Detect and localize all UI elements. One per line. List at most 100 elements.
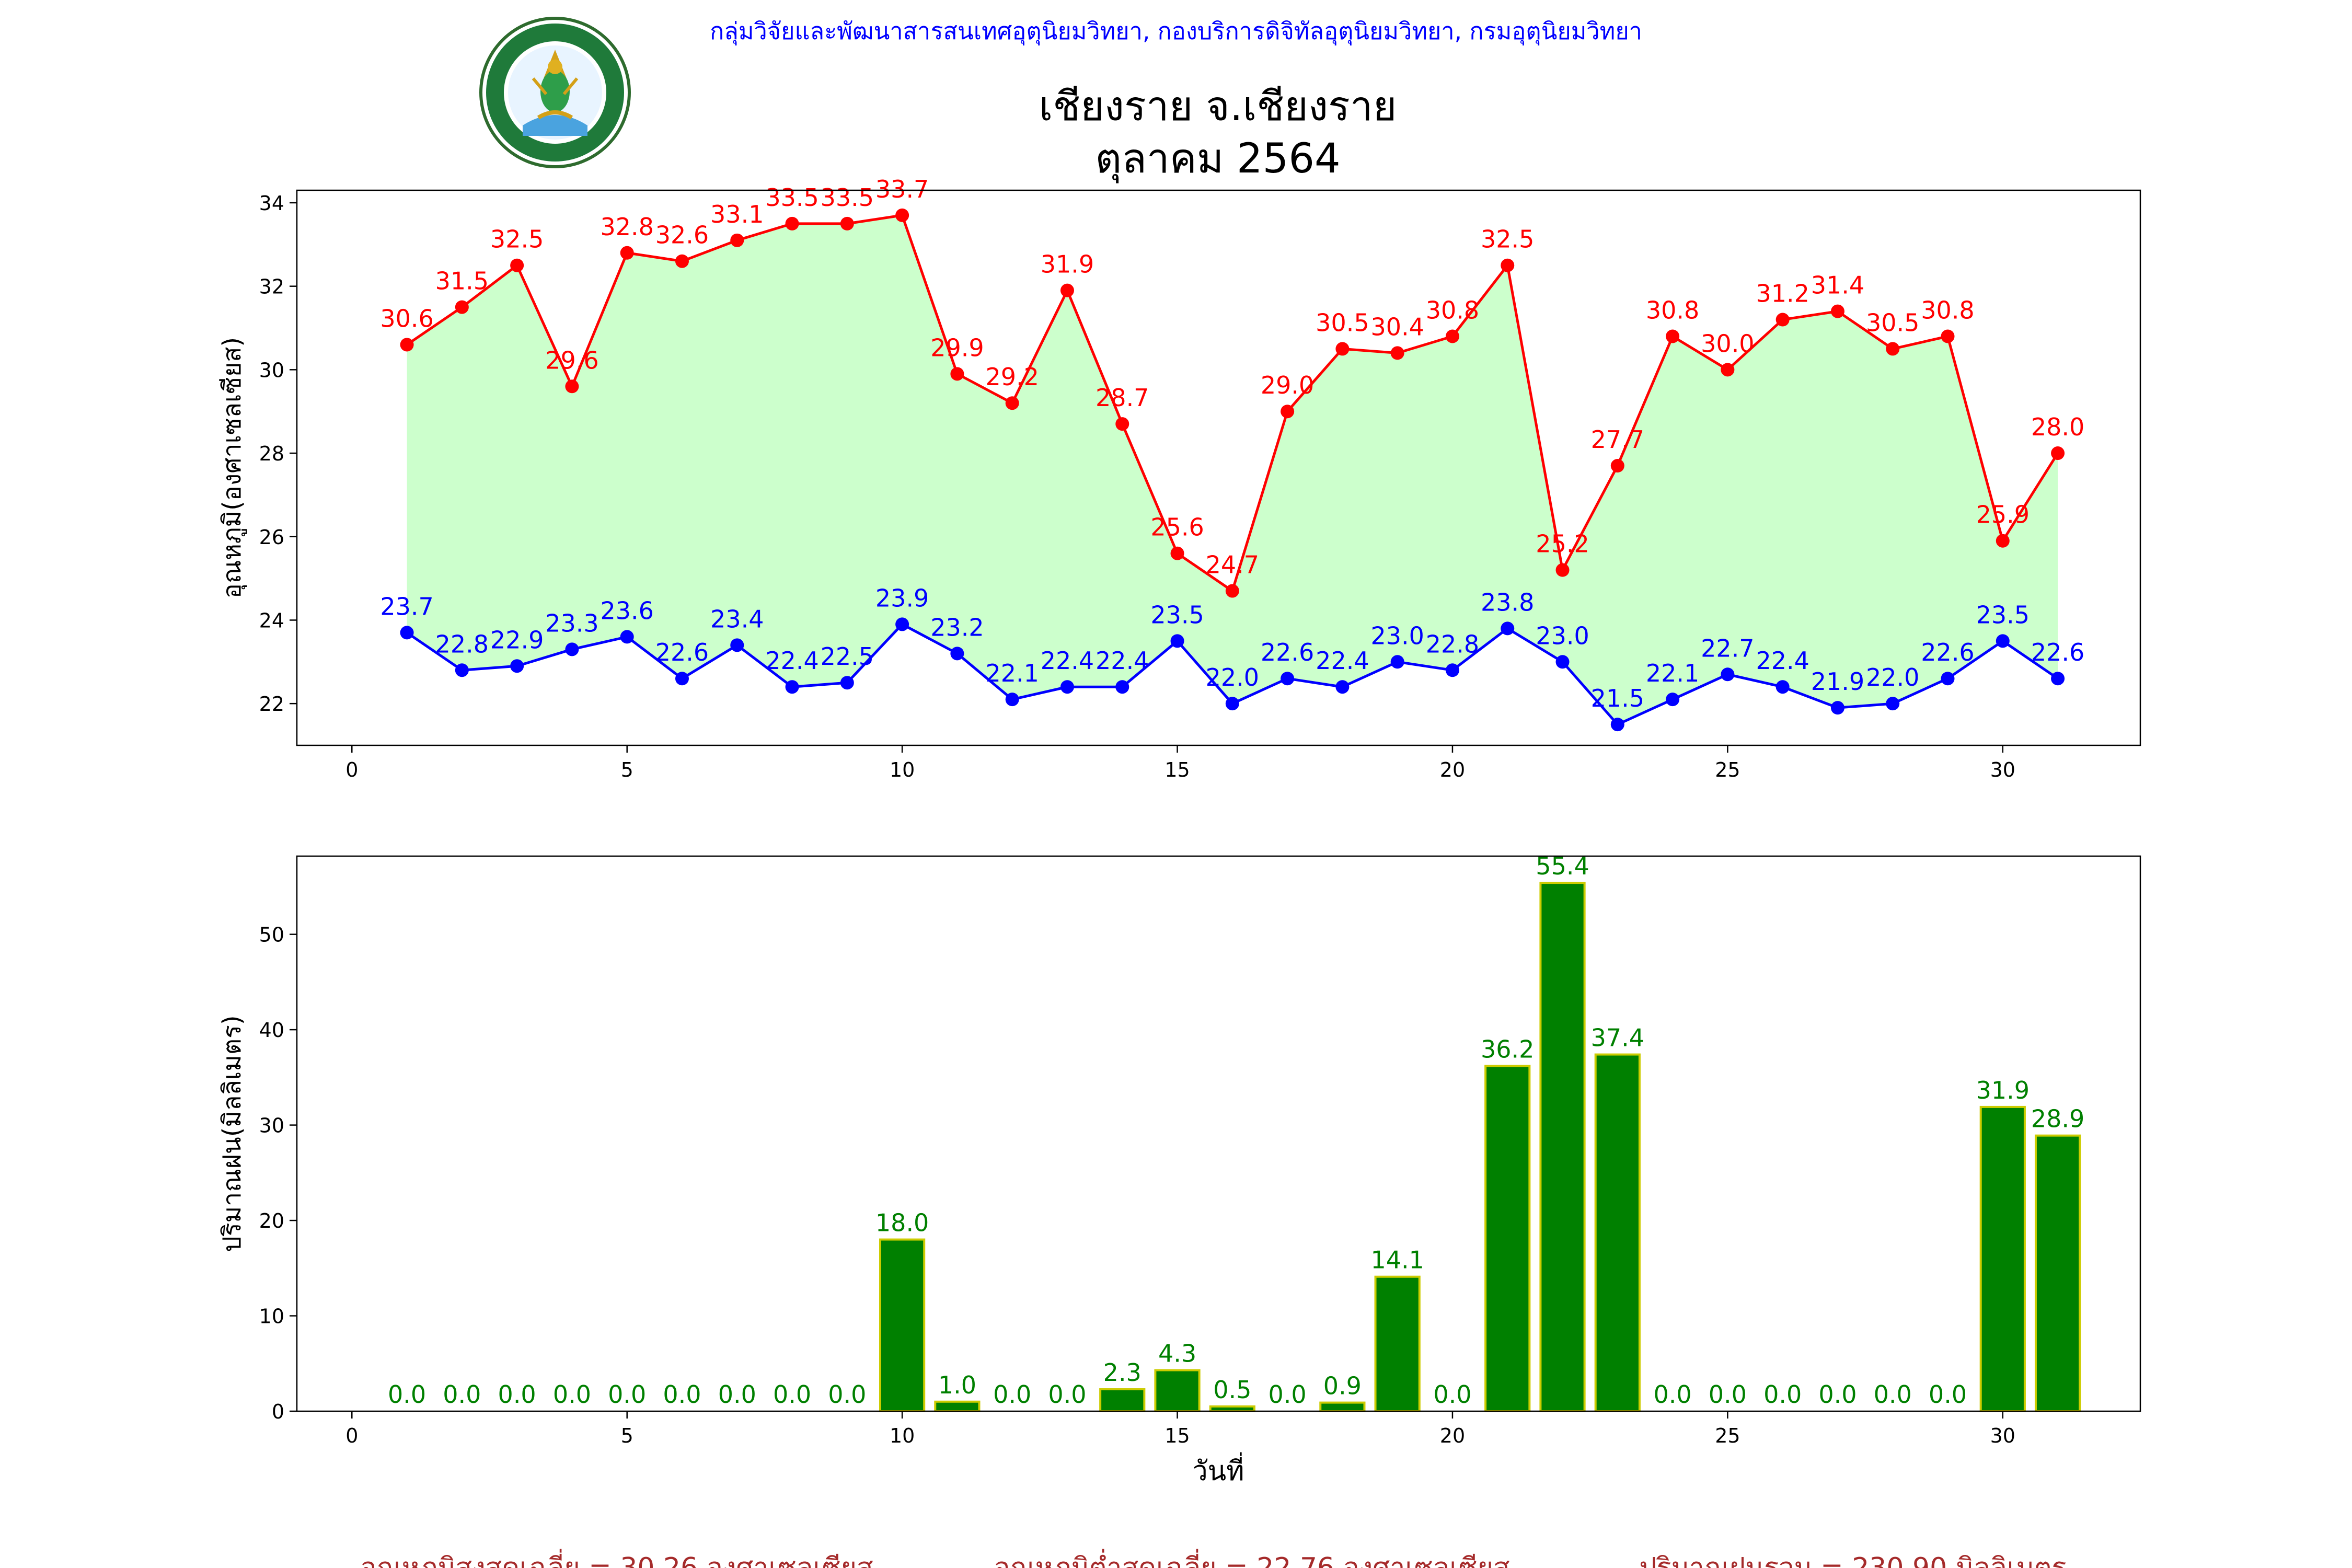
max-temperature-label: 33.1 [710,200,764,228]
min-temperature-label: 23.8 [1481,588,1534,616]
temperature-axes: 0 5 10 15 20 25 30 22 24 26 28 30 32 34 [259,192,2015,781]
max-temperature-label: 30.4 [1370,313,1424,341]
max-temperature-label: 30.0 [1701,329,1754,358]
max-temperature-point [1060,283,1074,297]
rainfall-bar [2034,1134,2081,1412]
rainfall-value-label: 4.3 [1158,1340,1196,1368]
rainfall-value-label: 0.9 [1323,1372,1362,1400]
rainfall-value-label: 0.0 [773,1380,811,1409]
rainfall-value-label: 0.0 [1654,1380,1692,1409]
temperature-y-axis-label: อุณหภูมิ(องศาเซลเซียส) [217,337,247,598]
rainfall-value-label: 2.3 [1103,1358,1142,1387]
temperature-y-tick-label: 34 [259,192,284,215]
summary-average-min: อุณหภูมิต่ำสุดเฉลี่ย = 22.76 องศาเซลเซีย… [994,1549,1509,1568]
min-temperature-label: 22.6 [1921,638,1974,666]
max-temperature-point [1225,584,1239,598]
min-temperature-point [400,626,414,640]
min-temperature-label: 22.4 [1041,647,1094,675]
max-temperature-label: 30.5 [1866,308,1919,337]
rainfall-x-tick-label: 25 [1715,1424,1740,1447]
rainfall-value-label: 0.0 [1929,1380,1967,1409]
temperature-x-tick-label: 10 [890,758,915,781]
max-temperature-label: 29.9 [930,333,984,362]
min-temperature-label: 22.4 [765,647,818,675]
min-temperature-label: 23.9 [875,584,929,612]
max-temperature-label: 29.2 [985,363,1039,391]
min-temperature-point [1335,680,1350,694]
min-temperature-label: 21.5 [1591,684,1644,712]
min-temperature-label: 22.9 [490,626,544,654]
min-temperature-point [1005,693,1019,707]
min-temperature-label: 22.6 [2031,638,2084,666]
max-temperature-point [455,300,469,314]
max-temperature-label: 30.8 [1921,296,1974,324]
max-temperature-point [620,246,634,260]
min-temperature-point [1941,672,1955,686]
min-temperature-label: 22.4 [1316,647,1369,675]
rainfall-value-label: 0.0 [663,1380,701,1409]
max-temperature-point [950,367,964,381]
temperature-x-tick-label: 20 [1440,758,1465,781]
max-temperature-point [1666,329,1680,343]
min-temperature-point [1501,621,1515,636]
max-temperature-label: 33.7 [875,175,929,203]
min-temperature-point [1225,697,1239,711]
rainfall-bar [1979,1105,2026,1412]
temperature-y-tick-label: 30 [259,359,284,382]
temperature-chart: 30.631.532.529.632.8 32.633.133.5 33.5 33.7… [217,175,2141,781]
rainfall-value-label: 0.0 [718,1380,756,1409]
rainfall-axes: 0 5 10 15 20 25 30 0 10 20 30 40 50 [259,924,2015,1447]
rainfall-y-tick-label: 40 [259,1019,284,1042]
min-temperature-point [1115,680,1129,694]
min-temperature-point [1721,667,1735,682]
max-temperature-point [400,338,414,352]
min-temperature-label: 23.6 [600,596,653,625]
temperature-y-tick-label: 22 [259,693,284,716]
temperature-x-tick-label: 30 [1990,758,2015,781]
min-temperature-label: 22.0 [1866,663,1919,691]
min-temperature-point [1060,680,1074,694]
rainfall-y-tick-label: 50 [259,924,284,947]
min-temperature-point [1886,697,1900,711]
chart-title-station: เชียงราย จ.เชียงราย [1039,83,1397,130]
max-temperature-point [1390,346,1404,360]
rainfall-x-tick-label: 0 [345,1424,358,1447]
max-temperature-label: 31.9 [1041,250,1094,279]
rainfall-value-label: 0.0 [993,1380,1031,1409]
min-temperature-point [510,659,524,673]
max-temperature-point [1005,396,1019,410]
max-temperature-point [1830,304,1844,318]
max-temperature-label: 28.0 [2031,413,2084,441]
min-temperature-point [1830,701,1844,715]
rainfall-value-label: 0.0 [498,1380,536,1409]
rainfall-y-tick-label: 20 [259,1209,284,1232]
min-temperature-label: 23.0 [1370,621,1424,650]
min-temperature-point [620,630,634,644]
max-temperature-point [1610,459,1624,473]
temperature-x-tick-label: 25 [1715,758,1740,781]
rainfall-x-tick-label: 10 [890,1424,915,1447]
rainfall-plot-frame [296,855,2141,1412]
max-temperature-label: 31.2 [1756,280,1809,308]
min-temperature-label: 22.7 [1701,634,1754,662]
min-temperature-point [1775,680,1790,694]
rainfall-bar [934,1400,981,1413]
max-temperature-point [1555,563,1570,577]
rainfall-x-axis-label: วันที่ [1192,1452,1244,1487]
chart-title-month: ตุลาคม 2564 [1095,135,1340,183]
min-temperature-point [1445,663,1459,677]
max-temperature-label: 32.6 [655,221,709,249]
min-temperature-label: 23.0 [1536,621,1589,650]
min-temperature-point [675,672,689,686]
rainfall-bar [879,1238,926,1412]
rainfall-value-label: 0.0 [1433,1380,1471,1409]
rainfall-y-tick-label: 30 [259,1114,284,1137]
rainfall-value-label: 14.1 [1370,1246,1424,1274]
min-temperature-point [840,676,854,690]
min-temperature-label: 22.5 [821,642,874,671]
max-temperature-point [1721,363,1735,377]
max-temperature-label: 32.5 [1481,225,1534,253]
rainfall-value-label: 0.0 [388,1380,426,1409]
rainfall-marks: 0.0 0.0 0.0 0.0 0.0 0.0 0.0 0.0 0.0 18.0 1.0 0.0 0.0… [388,852,2084,1413]
rainfall-value-label: 0.0 [1048,1380,1086,1409]
